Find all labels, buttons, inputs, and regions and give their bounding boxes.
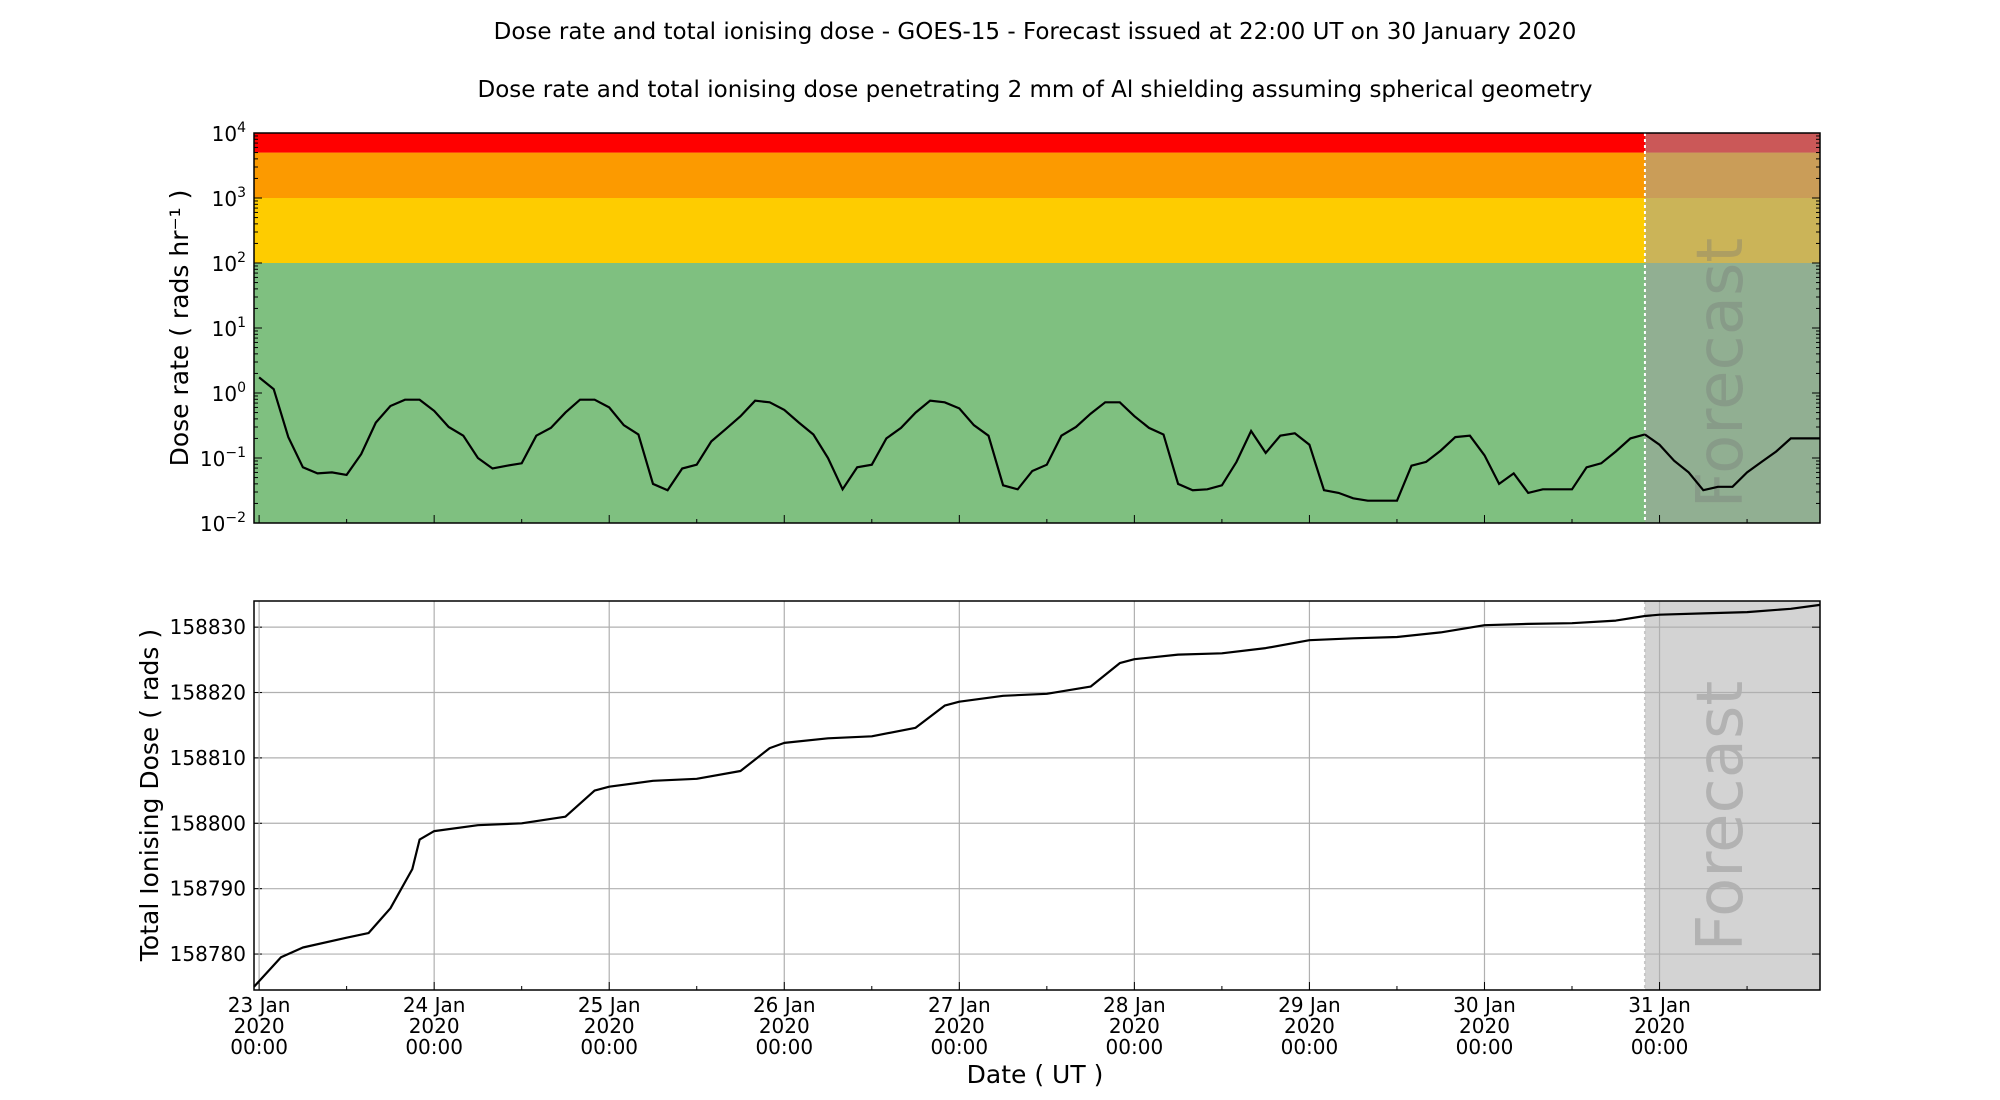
dose-rate-panel: Forecast 10−2 10−1 100 101 102 103 104 <box>200 120 1821 536</box>
x-tick-label: 00:00 <box>755 1035 813 1059</box>
forecast-label: Forecast <box>1684 681 1758 952</box>
x-tick-label: 29 Jan <box>1278 993 1341 1017</box>
x-tick-label: 2020 <box>1109 1014 1160 1038</box>
y-tick-label: 158780 <box>170 942 246 966</box>
x-tick-label: 2020 <box>234 1014 285 1038</box>
x-tick-label: 2020 <box>584 1014 635 1038</box>
x-tick-label: 25 Jan <box>578 993 641 1017</box>
y-tick-label: 158810 <box>170 746 246 770</box>
x-tick-label: 00:00 <box>930 1035 988 1059</box>
risk-band <box>254 152 1820 198</box>
y-tick-label: 158790 <box>170 877 246 901</box>
chart-subtitle: Dose rate and total ionising dose penetr… <box>477 77 1592 103</box>
x-axis-label: Date ( UT ) <box>967 1060 1104 1089</box>
forecast-label: Forecast <box>1684 238 1758 509</box>
dose-rate-y-axis-label: Dose rate ( rads hr⁻¹ ) <box>165 190 194 467</box>
y-tick-label: 10−1 <box>200 445 246 471</box>
risk-band <box>254 263 1820 523</box>
y-tick-label: 158830 <box>170 615 246 639</box>
x-tick-label: 00:00 <box>1106 1035 1164 1059</box>
y-tick-label: 158800 <box>170 811 246 835</box>
x-tick-label: 27 Jan <box>928 993 991 1017</box>
x-tick-label: 31 Jan <box>1628 993 1691 1017</box>
x-tick-label: 24 Jan <box>403 993 466 1017</box>
x-tick-label: 2020 <box>1634 1014 1685 1038</box>
y-tick-label: 102 <box>212 250 246 276</box>
x-tick-label: 28 Jan <box>1103 993 1166 1017</box>
x-tick-label: 2020 <box>934 1014 985 1038</box>
x-tick-label: 00:00 <box>580 1035 638 1059</box>
risk-band <box>254 198 1820 263</box>
x-tick-label: 30 Jan <box>1453 993 1516 1017</box>
axes-frame <box>253 600 1821 991</box>
x-tick-label: 2020 <box>1284 1014 1335 1038</box>
total-dose-line <box>253 603 1821 988</box>
x-tick-label: 00:00 <box>1456 1035 1514 1059</box>
y-tick-label: 101 <box>212 315 246 341</box>
y-tick-label: 103 <box>212 185 246 211</box>
y-tick-label: 10−2 <box>200 510 246 536</box>
x-tick-label: 00:00 <box>230 1035 288 1059</box>
y-tick-label: 100 <box>212 380 246 406</box>
x-tick-label: 00:00 <box>1281 1035 1339 1059</box>
x-tick-label: 23 Jan <box>228 993 291 1017</box>
x-tick-label: 2020 <box>409 1014 460 1038</box>
forecast-shade <box>1644 133 1820 523</box>
x-tick-label: 2020 <box>759 1014 810 1038</box>
x-tick-label: 2020 <box>1459 1014 1510 1038</box>
risk-band <box>254 133 1820 153</box>
dose-rate-line <box>258 376 1820 502</box>
total-dose-panel: Forecast 158780 158790 158800 158810 158820 15… <box>170 515 1821 1059</box>
total-dose-y-axis-label: Total Ionising Dose ( rads ) <box>135 629 164 962</box>
y-tick-label: 104 <box>212 120 246 146</box>
y-tick-label: 158820 <box>170 681 246 705</box>
x-tick-label: 26 Jan <box>753 993 816 1017</box>
chart-title: Dose rate and total ionising dose - GOES… <box>494 19 1577 45</box>
x-tick-label: 00:00 <box>405 1035 463 1059</box>
forecast-shade <box>1644 601 1820 990</box>
x-tick-label: 00:00 <box>1631 1035 1689 1059</box>
